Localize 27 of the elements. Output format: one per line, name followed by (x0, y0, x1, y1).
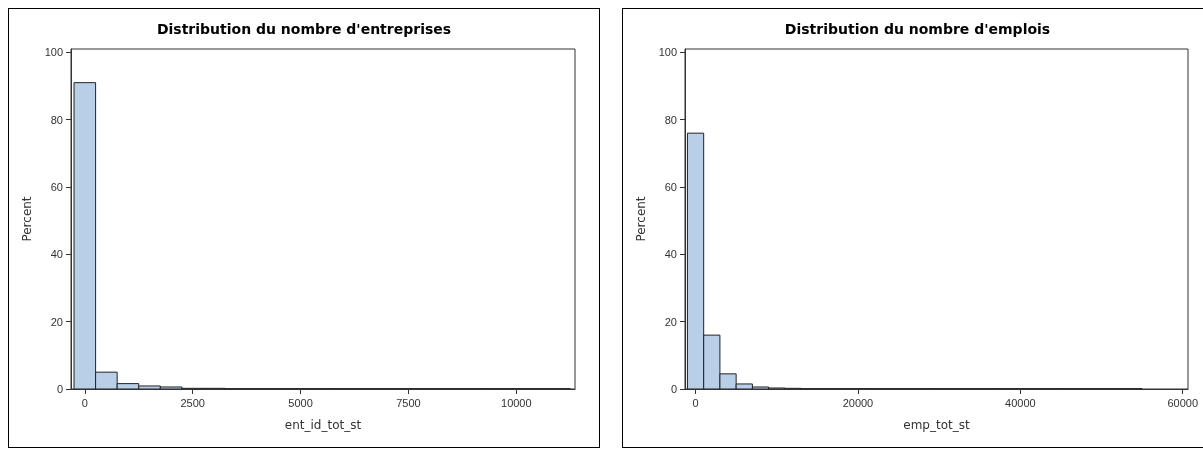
y-tick-label: 20 (664, 315, 677, 328)
y-tick-label: 60 (664, 181, 677, 194)
y-tick-label: 40 (50, 248, 63, 261)
x-tick-label: 40000 (1005, 396, 1036, 409)
y-tick-label: 40 (664, 248, 677, 261)
x-tick-label: 5000 (288, 396, 313, 409)
x-tick-label: 60000 (1167, 396, 1199, 409)
chart-title: Distribution du nombre d'emplois (784, 21, 1051, 37)
y-axis-title: Percent (634, 196, 648, 242)
x-axis-title: ent_id_tot_st (284, 418, 362, 432)
y-tick-label: 80 (50, 113, 63, 126)
x-tick-label: 7500 (396, 396, 421, 409)
x-axis-title: emp_tot_st (903, 418, 970, 432)
y-axis-title: Percent (20, 196, 34, 242)
y-tick-label: 100 (44, 46, 63, 59)
y-tick-label: 100 (658, 46, 677, 59)
y-tick-label: 20 (50, 315, 63, 328)
y-tick-label: 60 (50, 181, 63, 194)
y-tick-label: 0 (56, 383, 63, 395)
chart-title: Distribution du nombre d'entreprises (156, 21, 452, 37)
y-tick-label: 80 (664, 113, 677, 126)
x-tick-label: 20000 (842, 396, 874, 409)
y-tick-label: 0 (670, 383, 677, 395)
x-tick-label: 10000 (501, 396, 532, 409)
x-tick-label: 2500 (180, 396, 205, 409)
x-tick-label: 0 (81, 396, 88, 409)
x-tick-label: 0 (692, 396, 699, 409)
